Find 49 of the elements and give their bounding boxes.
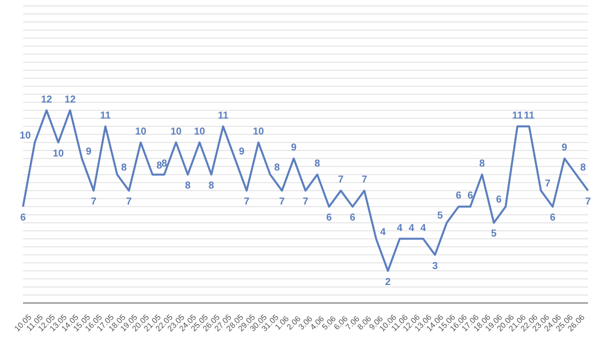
data-label: 4 (396, 222, 403, 234)
data-label: 10 (20, 130, 32, 142)
data-label: 9 (562, 142, 568, 154)
data-label: 7 (126, 196, 132, 208)
data-label: 11 (218, 110, 229, 122)
data-label: 4 (408, 222, 415, 234)
data-label: 7 (362, 174, 368, 186)
data-label: 11 (512, 110, 524, 122)
data-label: 11 (524, 110, 535, 122)
data-label: 8 (314, 158, 320, 170)
data-label: 7 (544, 178, 551, 190)
data-label: 12 (40, 94, 53, 106)
data-label: 10 (252, 126, 264, 138)
data-label: 7 (279, 196, 286, 208)
data-label: 9 (86, 146, 92, 158)
data-label: 10 (52, 148, 64, 160)
data-label: 7 (244, 196, 250, 208)
data-label: 11 (100, 110, 112, 122)
data-label: 9 (290, 142, 297, 154)
data-label: 4 (420, 222, 426, 234)
data-label: 6 (468, 190, 474, 202)
data-label: 9 (238, 146, 245, 158)
data-label: 7 (338, 174, 344, 186)
data-label: 7 (302, 196, 309, 208)
data-label: 8 (580, 162, 586, 174)
data-label: 2 (385, 276, 392, 288)
data-label: 10 (135, 126, 147, 138)
data-label: 8 (479, 158, 486, 170)
data-label: 8 (121, 162, 128, 174)
data-label: 8 (161, 158, 168, 170)
data-label: 6 (20, 212, 26, 224)
data-label: 8 (208, 180, 215, 192)
data-label: 8 (156, 160, 162, 172)
data-label: 6 (456, 190, 462, 202)
data-label: 7 (90, 196, 97, 208)
data-label: 6 (350, 212, 356, 224)
data-label: 6 (326, 212, 332, 224)
data-label: 6 (550, 212, 556, 224)
data-label: 10 (170, 126, 182, 138)
data-label: 10 (194, 126, 206, 138)
data-label: 12 (64, 94, 76, 106)
data-label: 7 (585, 196, 592, 208)
data-label: 5 (491, 228, 498, 240)
data-label: 4 (380, 226, 386, 238)
data-label: 5 (437, 210, 444, 222)
data-label: 8 (185, 180, 192, 192)
data-label: 8 (274, 162, 280, 174)
data-label: 3 (432, 260, 438, 272)
data-label: 6 (496, 194, 502, 206)
